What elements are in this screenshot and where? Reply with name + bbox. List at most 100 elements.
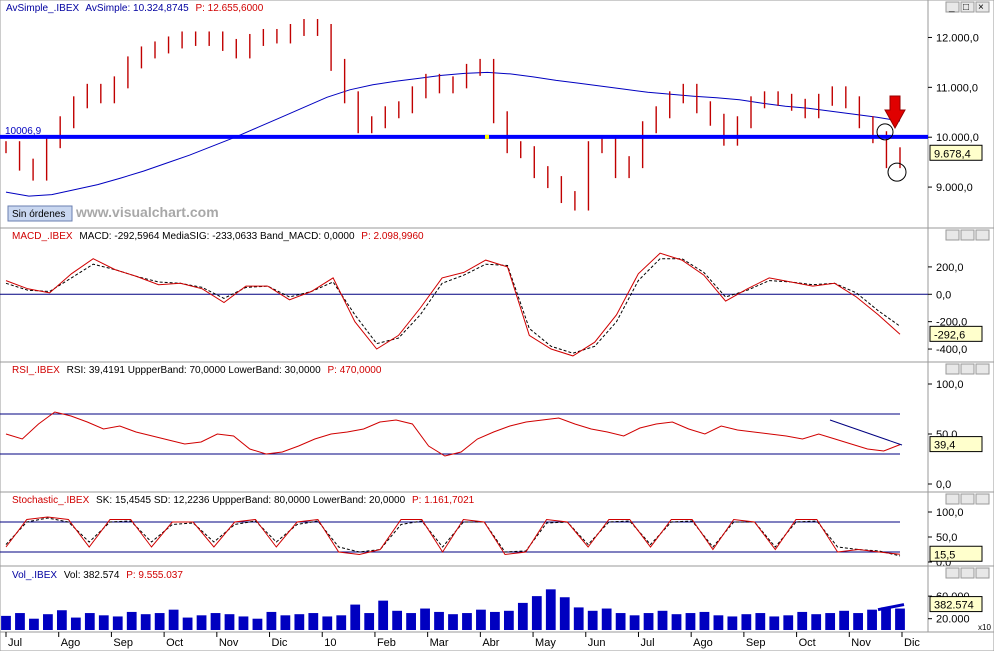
macd-close-button[interactable] (975, 229, 990, 241)
month-label: Ago (693, 637, 713, 649)
volume-bar (839, 610, 850, 630)
maximize-button[interactable] (960, 1, 975, 13)
volume-bar (601, 608, 612, 630)
macd-header: MACD_.IBEX MACD: -292,5964 MediaSIG: -23… (12, 231, 424, 242)
stoch-tick-label: 100,0 (936, 507, 964, 519)
rsi-current-value: 39,4 (934, 440, 955, 452)
volume-bar (867, 609, 877, 630)
rsi-line (5, 411, 901, 457)
volume-bar (727, 616, 738, 630)
volume-bar (755, 613, 766, 630)
rsi-header: RSI_.IBEX RSI: 39,4191 UppperBand: 70,00… (12, 365, 382, 376)
volume-bar (420, 608, 430, 630)
vol-current-value-box (929, 596, 983, 613)
volume-bar (56, 610, 67, 630)
rsi-tick-label: 100,0 (936, 379, 964, 391)
macd-maximize-button[interactable] (960, 229, 975, 241)
volume-bar (462, 613, 472, 630)
macd-panel-frame (0, 227, 994, 363)
volume-bar (280, 615, 291, 630)
down-arrow-icon (884, 95, 906, 130)
vol-close-button[interactable] (975, 567, 990, 579)
month-label: Dic (272, 637, 288, 649)
stoch-panel: 100,050,00,015,5 Stochastic_.IBEX SK: 15… (0, 491, 994, 569)
month-label: Abr (482, 637, 499, 649)
macd-header-p: P: 2.098,9960 (361, 231, 424, 242)
low-circle (887, 162, 907, 182)
price-tick-label: 9.000,0 (936, 182, 973, 194)
vol-window-buttons (945, 567, 990, 579)
volume-bar (266, 611, 277, 630)
stoch-window-buttons (945, 493, 990, 505)
month-label: Nov (219, 637, 239, 649)
month-label: Ago (61, 637, 81, 649)
price-window-buttons: _ □ × (945, 1, 990, 13)
month-label: May (535, 637, 556, 649)
volume-bar (196, 615, 207, 630)
volume-bar (210, 613, 221, 630)
vol-multiplier: x10 (978, 623, 991, 632)
volume-bar (308, 613, 319, 630)
time-axis-frame (0, 631, 994, 651)
macd-plot: 200,0 0,0 -200,0 -400,0 -292,6 (0, 252, 983, 357)
stoch-maximize-button[interactable] (960, 493, 975, 505)
month-label: Sep (746, 637, 766, 649)
stoch-plot: 100,050,00,015,5 (0, 507, 983, 569)
stoch-header-name: Stochastic_.IBEX (12, 495, 90, 506)
rsi-minimize-button[interactable] (945, 363, 960, 375)
stoch-minimize-button[interactable] (945, 493, 960, 505)
volume-bar (713, 615, 724, 630)
volume-bar (643, 613, 654, 630)
vol-current-value: 382.574 (934, 600, 974, 612)
macd-tick-label: 0,0 (936, 289, 951, 301)
no-orders-badge[interactable]: Sin órdenes (7, 205, 73, 222)
vol-minimize-button[interactable] (945, 567, 960, 579)
price-current-value-box (929, 144, 983, 161)
volume-bar (84, 613, 95, 630)
volume-bar (685, 613, 696, 630)
volume-bar (238, 616, 249, 630)
rsi-maximize-button[interactable] (960, 363, 975, 375)
volume-bar (392, 610, 403, 630)
month-label: Jul (8, 637, 22, 649)
volume-bar (98, 615, 109, 630)
month-label: Oct (799, 637, 816, 649)
vol-maximize-button[interactable] (960, 567, 975, 579)
stoch-close-button[interactable] (975, 493, 990, 505)
volume-bar (434, 611, 444, 630)
volume-bar (406, 613, 416, 630)
cross-circle (876, 123, 894, 141)
stoch-current-value-box (929, 545, 983, 562)
month-label: Jun (588, 637, 606, 649)
close-icon: × (978, 2, 984, 13)
volume-bar (629, 615, 640, 630)
stoch-panel-frame (0, 491, 994, 567)
volume-bar (126, 611, 137, 630)
macd-current-value-box (929, 325, 983, 342)
volume-bar (559, 597, 570, 630)
rsi-close-button[interactable] (975, 363, 990, 375)
macd-tick-label: 200,0 (936, 262, 964, 274)
price-header: AvSimple_.IBEX AvSimple: 10.324,8745 P: … (6, 3, 264, 14)
rsi-panel: 100,050,00,039,4 RSI_.IBEX RSI: 39,4191 … (0, 361, 994, 493)
volume-bar (112, 616, 123, 630)
month-label: Sep (113, 637, 133, 649)
volume-bar (699, 611, 710, 630)
minimize-button[interactable] (945, 1, 960, 13)
month-label: Jul (640, 637, 654, 649)
close-button[interactable] (975, 1, 990, 13)
volume-bar (448, 614, 458, 630)
watermark: www.visualchart.com (75, 204, 219, 220)
macd-header-series: MACD: -292,5964 MediaSIG: -233,0633 Band… (79, 231, 355, 242)
rsi-current-value-box (929, 436, 983, 453)
rsi-trendline (829, 419, 903, 446)
vol-header: Vol_.IBEX Vol: 382.574 P: 9.555.037 (12, 570, 183, 581)
volume-bar (252, 618, 263, 630)
volume-bar (140, 614, 151, 630)
macd-minimize-button[interactable] (945, 229, 960, 241)
vol-tick-label: 20.000 (936, 614, 970, 626)
price-header-name: AvSimple_.IBEX (6, 3, 80, 14)
support-level-label: 10006,9 (5, 126, 42, 137)
